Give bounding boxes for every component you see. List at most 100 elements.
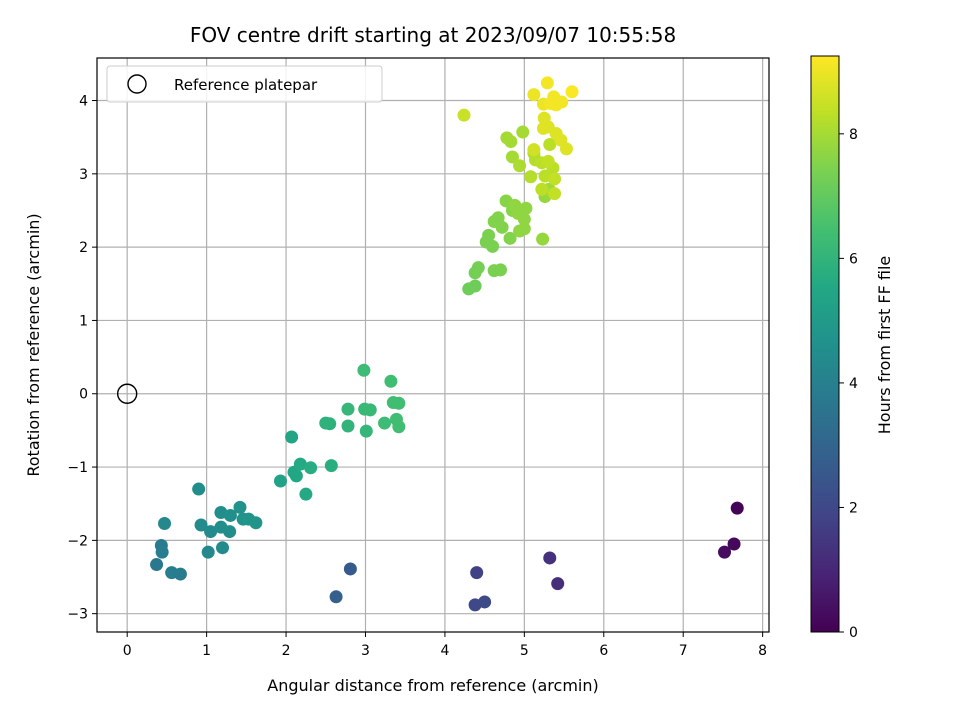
data-point [150,558,164,572]
data-point [249,516,263,530]
data-point [155,545,169,559]
data-point [329,590,343,604]
data-point [324,459,338,473]
data-point [392,396,406,410]
colorbar-tick-label: 6 [849,251,858,267]
colorbar [810,55,840,633]
y-tick-label: −1 [67,460,88,476]
data-point [299,487,313,501]
data-point [359,424,373,438]
data-point [204,525,218,539]
data-point [173,567,187,581]
data-point [323,417,337,431]
y-tick-label: 0 [79,387,88,403]
data-point [201,545,215,559]
y-tick-label: 3 [79,167,88,183]
data-point [192,482,206,496]
data-point [541,154,555,168]
y-tick-label: 1 [79,313,88,329]
data-point [363,403,377,417]
data-point [384,374,398,388]
x-tick-label: 5 [520,643,529,659]
grid-lines [97,58,769,632]
data-point [341,419,355,433]
colorbar-tick-label: 8 [849,127,858,143]
colorbar-tick-label: 2 [849,500,858,516]
data-point [495,220,509,234]
data-point [548,172,562,186]
data-point [285,430,299,444]
data-point [524,170,538,184]
x-tick-label: 2 [282,643,291,659]
data-point [548,187,562,201]
data-point [517,212,531,226]
x-axis-label: Angular distance from reference (arcmin) [267,676,598,695]
data-point [471,261,485,275]
x-tick-label: 6 [599,643,608,659]
data-point [730,501,744,515]
data-point [233,500,247,514]
data-point [482,228,496,242]
data-point [273,474,287,488]
legend-box [106,65,383,103]
y-tick-label: 2 [79,240,88,256]
x-tick-label: 7 [679,643,688,659]
data-point [516,125,530,139]
data-point [543,551,557,565]
data-point [494,263,508,277]
data-point [457,108,471,122]
data-point [555,95,569,109]
reference-marker [116,383,138,404]
data-point [486,239,500,253]
data-point [223,508,237,522]
y-axis-label: Rotation from reference (arcmin) [24,213,43,476]
colorbar-tick-label: 4 [849,376,858,392]
data-point [470,566,484,580]
data-point [478,595,492,609]
data-point [223,525,237,539]
data-point [468,279,482,293]
data-point [304,461,318,475]
colorbar-ticks: 0 2 4 6 8 [839,127,858,641]
data-point [293,457,307,471]
y-tick-label: −3 [67,607,88,623]
data-points [150,76,744,612]
data-point [527,143,541,157]
data-point [517,222,531,236]
data-point [551,577,565,591]
x-axis-ticks: 0 1 2 3 4 5 6 7 8 [123,632,767,659]
legend-marker-icon [127,74,147,94]
colorbar-tick-label: 0 [849,625,858,641]
data-point [194,518,208,532]
data-point [505,150,519,164]
data-point [378,416,392,430]
chart-title: FOV centre drift starting at 2023/09/07 … [190,23,676,47]
legend-label: Reference platepar [174,76,318,94]
data-point [503,231,517,245]
data-point [535,182,549,196]
data-point [536,232,550,246]
data-point [540,76,554,90]
x-tick-label: 4 [440,643,449,659]
legend: Reference platepar [106,65,383,103]
x-tick-label: 0 [123,643,132,659]
data-point [519,201,533,215]
data-point [341,402,355,416]
y-tick-label: 4 [79,94,88,110]
data-point [504,135,518,149]
data-point [527,88,541,102]
data-point [727,537,741,551]
x-tick-label: 8 [758,643,767,659]
data-point [718,545,732,559]
y-tick-label: −2 [67,533,88,549]
data-point [343,562,357,576]
data-point [357,363,371,377]
data-point [158,517,172,531]
data-point [216,541,230,555]
data-point [543,138,557,152]
plot-frame [96,57,770,633]
colorbar-label: Hours from first FF file [875,256,894,435]
x-tick-label: 1 [202,643,211,659]
x-tick-label: 3 [361,643,370,659]
